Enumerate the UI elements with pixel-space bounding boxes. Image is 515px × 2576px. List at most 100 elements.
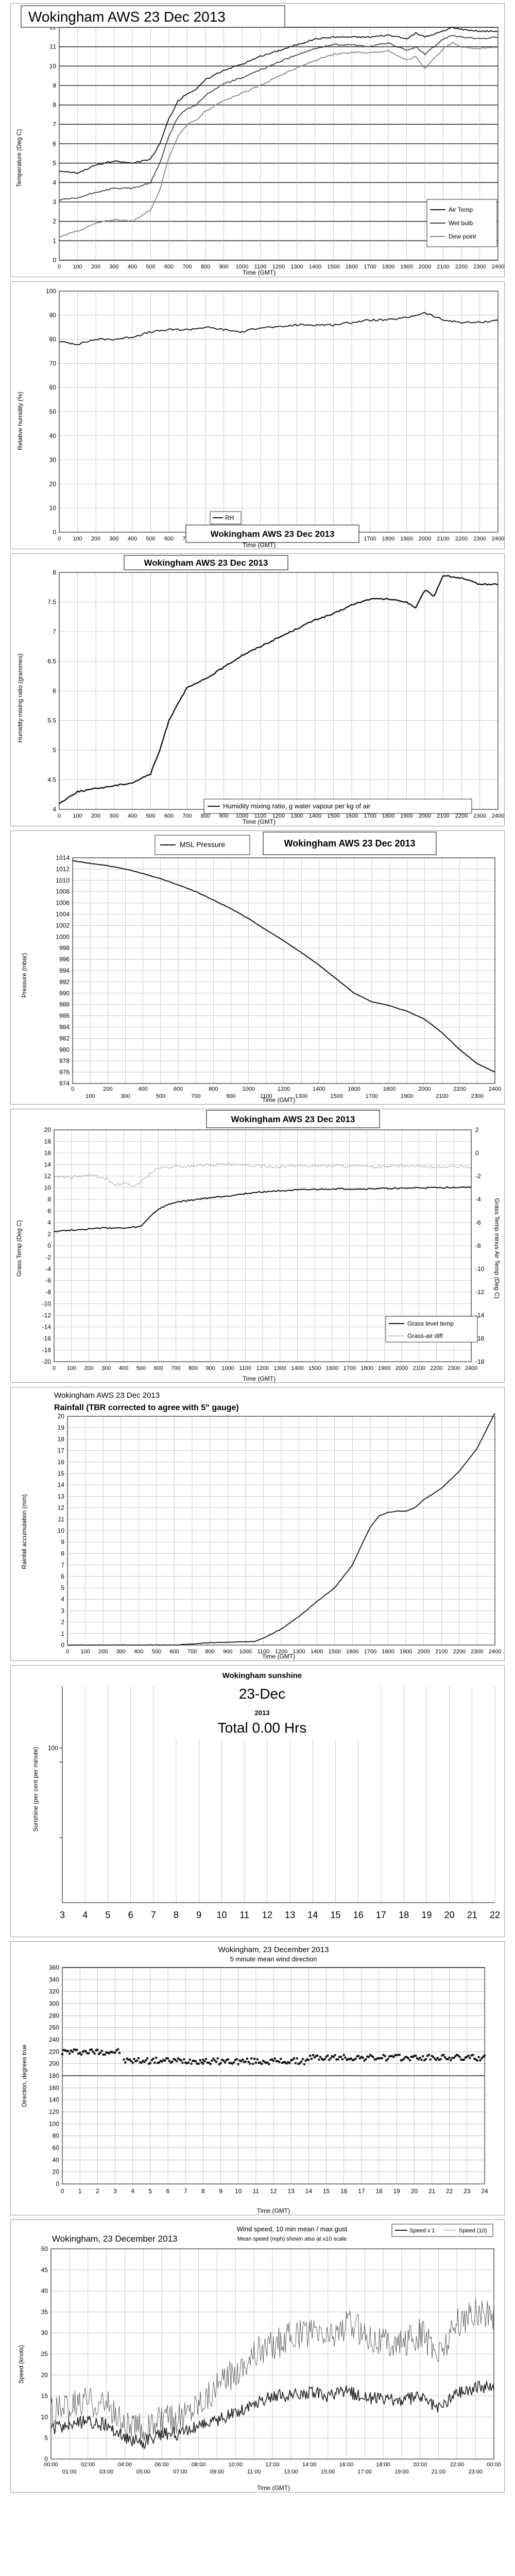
y-tick-label: 20 <box>41 2371 48 2379</box>
x-tick-label: 100 <box>73 264 82 270</box>
direction-point <box>195 2060 197 2063</box>
x-tick-label: 04:00 <box>118 2462 132 2468</box>
direction-point <box>427 2054 430 2056</box>
direction-point <box>90 2048 93 2051</box>
direction-point <box>444 2056 447 2058</box>
panel-grass-temp: -20 -18 -16 -14 -12 -10 -8 -6 -4 -2 0 2 4 6 8 10 12 14 16 1… <box>10 1109 505 1383</box>
y2-tick-label: -4 <box>475 1196 481 1203</box>
direction-point <box>222 2059 225 2062</box>
direction-point <box>325 2056 328 2058</box>
x-tick-label: 15:00 <box>321 2469 335 2475</box>
direction-point <box>80 2053 82 2056</box>
x-tick-label: 9 <box>219 2188 222 2195</box>
direction-point <box>450 2059 452 2061</box>
direction-point <box>107 2052 109 2054</box>
chart-subtitle: Rainfall (TBR corrected to agree with 5"… <box>54 1403 239 1412</box>
x-tick-label: 20:00 <box>413 2462 427 2468</box>
x-tick-label: 16 <box>353 1910 364 1920</box>
x-tick-label: 1300 <box>295 1093 307 1099</box>
direction-point <box>458 2056 461 2058</box>
direction-point <box>370 2055 373 2057</box>
direction-point <box>89 2048 92 2051</box>
panel-rainfall: 0 1 2 3 4 5 6 7 8 9 10 11 12 13 14 15 16 17 18 19 20 0 100 200 3… <box>10 1387 505 1661</box>
direction-point <box>447 2058 449 2060</box>
legend-grass-level: Grass level temp <box>407 1320 454 1327</box>
direction-point <box>200 2061 203 2064</box>
direction-point <box>177 2057 179 2060</box>
x-tick-label: 05:00 <box>136 2469 150 2475</box>
y-tick-label: 980 <box>59 1046 70 1053</box>
y-tick-label: 5 <box>53 160 56 167</box>
x-tick-label: 1900 <box>400 536 413 542</box>
y-tick-label: 988 <box>59 1001 70 1008</box>
y-tick-label: 80 <box>53 2132 60 2140</box>
direction-point <box>111 2051 113 2054</box>
x-tick-label: 1100 <box>260 1093 272 1099</box>
direction-point <box>391 2055 393 2057</box>
x-tick-label: 2100 <box>413 1365 425 1371</box>
y-tick-label: 5 <box>53 747 56 754</box>
direction-point <box>152 2058 154 2060</box>
direction-point <box>129 2058 131 2061</box>
direction-point <box>123 2058 125 2061</box>
y-tick-label: 20 <box>58 1413 65 1420</box>
y-tick-label: 240 <box>49 2036 59 2043</box>
direction-point <box>482 2056 485 2058</box>
y-tick-label: 1002 <box>56 922 70 929</box>
direction-point <box>237 2063 239 2065</box>
x-tick-label: 0 <box>58 536 61 542</box>
direction-point <box>422 2055 424 2058</box>
chart-subtitle: Wind speed, 10 min mean / max gust <box>237 2225 348 2233</box>
direction-point <box>291 2059 294 2061</box>
direction-point <box>242 2058 244 2061</box>
x-tick-label: 0 <box>58 264 61 270</box>
direction-point <box>153 2061 156 2064</box>
direction-point <box>176 2060 178 2062</box>
direction-point <box>171 2060 174 2063</box>
series-line-rainfall <box>67 1413 495 1646</box>
chart-mixing-ratio: 4 4.5 5 5.5 6 6.5 7 7.5 8 0 100 200 300 400 500 600 700 8… <box>16 555 504 825</box>
x-tick-label: 400 <box>134 1649 143 1655</box>
direction-point <box>469 2057 471 2059</box>
pressure-plot-area: 974 976 978 980 982 984 986 988 990 992 994 996 998 1… <box>56 854 501 1099</box>
direction-point <box>356 2055 358 2058</box>
direction-point <box>282 2061 285 2063</box>
y-tick-label: 4 <box>47 1219 51 1226</box>
x-tick-label: 22 <box>446 2188 453 2195</box>
direction-point <box>209 2063 212 2065</box>
direction-point <box>84 2050 87 2053</box>
direction-point <box>466 2056 468 2058</box>
humidity-plot-area: 0 10 20 30 40 50 60 70 80 90 100 0 100 200 300 400 500 60… <box>46 287 504 542</box>
direction-point <box>92 2050 94 2053</box>
direction-point <box>117 2048 119 2050</box>
direction-point <box>284 2061 286 2063</box>
direction-point <box>211 2059 213 2062</box>
direction-point <box>332 2056 335 2058</box>
x-tick-label: 2200 <box>455 264 468 270</box>
y-tick-label: 6 <box>53 687 56 694</box>
y-tick-label: 10 <box>58 1527 65 1534</box>
direction-point <box>407 2057 409 2059</box>
direction-point <box>442 2054 445 2056</box>
direction-point <box>476 2059 478 2062</box>
x-tick-label: 17 <box>376 1910 386 1920</box>
x-tick-label: 24 <box>481 2188 488 2195</box>
direction-point <box>93 2053 96 2055</box>
direction-point <box>187 2061 190 2064</box>
direction-point <box>406 2056 408 2059</box>
x-tick-label: 2 <box>96 2188 99 2195</box>
direction-point <box>146 2057 149 2060</box>
direction-point <box>98 2053 100 2055</box>
direction-point <box>342 2054 345 2056</box>
x-tick-label: 1200 <box>272 264 285 270</box>
y-tick-label: 998 <box>59 944 70 952</box>
y-tick-label: 15 <box>58 1470 65 1477</box>
y2-axis-label: Grass Temp minus Air Temp (Deg C) <box>493 1198 501 1299</box>
y-tick-label: 14 <box>44 1161 52 1168</box>
direction-point <box>224 2061 226 2063</box>
direction-point <box>460 2058 462 2061</box>
y2-tick-label: -8 <box>475 1242 481 1249</box>
y-tick-label: 15 <box>41 2393 48 2400</box>
direction-point <box>346 2059 348 2061</box>
chart-sunshine: 100 3 4 5 6 7 8 9 10 11 12 13 14 15 16 17 18 19 20 21 22 Wok… <box>32 1669 500 1920</box>
